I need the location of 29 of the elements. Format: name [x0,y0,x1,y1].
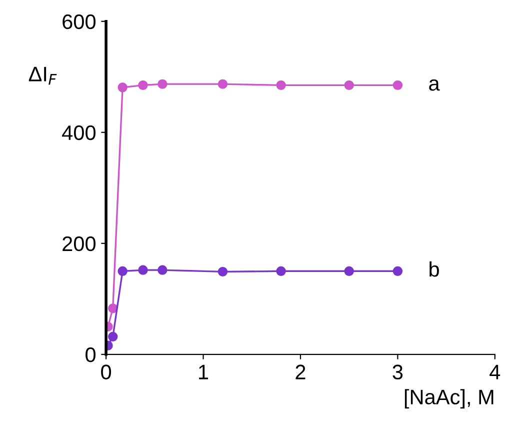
y-tick-label: 200 [62,236,96,252]
point [108,332,118,342]
y-tick-label: 600 [62,14,96,30]
point [138,80,148,90]
point [344,266,354,276]
x-tick-label: 0 [101,364,112,380]
point [138,265,148,275]
point [118,266,128,276]
point [276,266,286,276]
x-tick-label: 2 [296,364,306,380]
x-axis-title: [NaAc], M [404,389,494,409]
series-label: b [430,261,439,277]
point [218,79,228,89]
x-tick-label: 3 [392,364,403,380]
point [344,80,354,90]
point [392,266,403,276]
point [392,80,403,90]
point [218,266,228,277]
point [158,79,168,89]
x-tick-label: 4 [490,364,500,380]
y-tick-label: 400 [62,125,96,140]
point [108,303,118,314]
point [158,265,168,275]
y-axis-title: ΔI$_{F}$ [28,66,57,85]
y-tick-label: 0 [86,347,96,362]
point [118,82,128,92]
point [276,80,286,90]
series-label: a [429,79,440,91]
x-tick-label: 1 [199,364,208,380]
